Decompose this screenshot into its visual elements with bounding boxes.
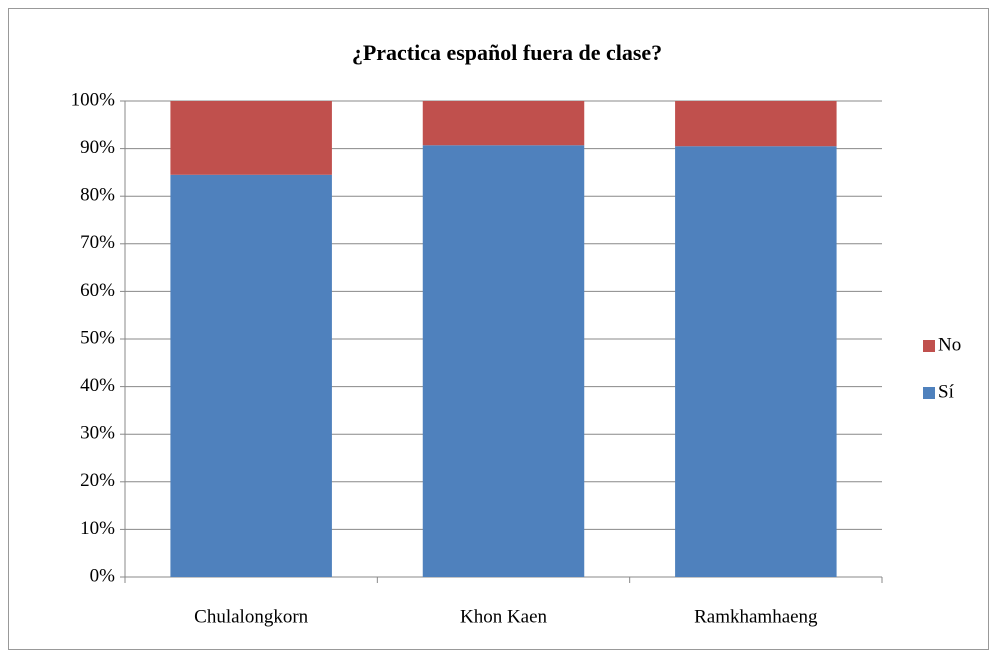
legend-label: Sí bbox=[938, 381, 955, 402]
x-tick-label: Chulalongkorn bbox=[194, 606, 308, 627]
y-tick-label: 100% bbox=[71, 89, 116, 110]
chart-title: ¿Practica español fuera de clase? bbox=[352, 40, 662, 65]
x-tick-label: Ramkhamhaeng bbox=[694, 606, 818, 627]
x-tick-label: Khon Kaen bbox=[460, 606, 548, 627]
y-tick-label: 10% bbox=[80, 518, 115, 539]
y-tick-label: 20% bbox=[80, 470, 115, 491]
y-tick-label: 40% bbox=[80, 375, 115, 396]
legend-swatch bbox=[923, 340, 935, 352]
bar-segment bbox=[422, 101, 585, 146]
bar-segment bbox=[675, 101, 837, 147]
y-tick-label: 60% bbox=[80, 280, 115, 301]
y-tick-label: 50% bbox=[80, 327, 115, 348]
bar-segment bbox=[675, 146, 837, 577]
y-tick-label: 70% bbox=[80, 232, 115, 253]
legend-label: No bbox=[938, 334, 961, 355]
bar-segment bbox=[170, 101, 332, 175]
bar-segment bbox=[170, 174, 332, 577]
y-tick-label: 80% bbox=[80, 185, 115, 206]
bar-segment bbox=[422, 145, 585, 577]
y-tick-label: 30% bbox=[80, 423, 115, 444]
y-tick-label: 90% bbox=[80, 137, 115, 158]
y-tick-label: 0% bbox=[90, 565, 116, 586]
legend-swatch bbox=[923, 387, 935, 399]
